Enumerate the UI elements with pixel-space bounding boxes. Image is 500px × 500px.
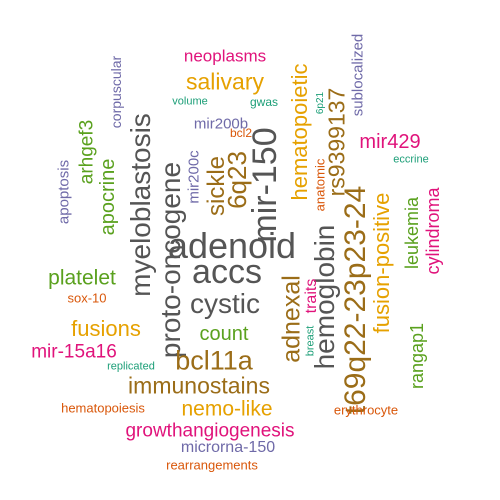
word-fusion-positive: fusion-positive	[369, 192, 394, 334]
word-apoptosis: apoptosis	[55, 159, 73, 225]
word-volume: volume	[172, 95, 208, 108]
word-platelet: platelet	[48, 266, 116, 290]
word-eccrine: eccrine	[393, 153, 429, 166]
word-proto-oncogene: proto-oncogene	[155, 161, 186, 359]
word-sublocalized: sublocalized	[349, 33, 367, 117]
word-cystic: cystic	[190, 288, 260, 319]
word-sox-10: sox-10	[67, 290, 107, 306]
word-hematopoietic: hematopoietic	[287, 63, 312, 201]
word-mir429: mir429	[359, 131, 421, 153]
word-cylindroma: cylindroma	[423, 187, 443, 275]
word-fusions: fusions	[71, 316, 141, 341]
word-6p21: 6p21	[315, 91, 326, 115]
word-corpuscular: corpuscular	[108, 55, 124, 129]
word-count: count	[199, 323, 249, 345]
word-accs: accs	[192, 253, 262, 291]
word-adenoid: adenoid	[167, 225, 297, 266]
word-arhgef3: arhgef3	[76, 119, 98, 185]
word-t69q22-23p23-24: t69q22-23p23-24	[339, 185, 372, 415]
word-neoplasms: neoplasms	[183, 46, 267, 66]
word-mir200b: mir200b	[193, 115, 249, 133]
word-sickle: sickle	[203, 155, 230, 217]
word-adnexal: adnexal	[277, 275, 306, 363]
word-immunostains: immunostains	[128, 372, 270, 399]
word-salivary: salivary	[186, 68, 264, 95]
word-mir-15a16: mir-15a16	[31, 341, 117, 363]
word-anatomic: anatomic	[312, 158, 328, 212]
word-nemo-like: nemo-like	[181, 397, 273, 421]
word-leukemia: leukemia	[402, 196, 422, 270]
word-rearrangements: rearrangements	[166, 457, 258, 473]
word-rangap1: rangap1	[407, 322, 427, 390]
word-breast: breast	[304, 325, 317, 357]
word-myeloblastosis: myeloblastosis	[125, 113, 156, 297]
word-mir200c: mir200c	[185, 150, 203, 204]
word-gwas: gwas	[249, 95, 279, 109]
word-traits: traits	[303, 278, 320, 314]
word-apocrine: apocrine	[97, 158, 119, 236]
word-bcl2: bcl2	[229, 126, 253, 140]
word-erythrocyte: erythrocyte	[333, 402, 399, 418]
word-growthangiogenesis: growthangiogenesis	[125, 420, 295, 442]
word-hematopoiesis: hematopoiesis	[61, 400, 145, 416]
word-microrna-150: microrna-150	[180, 439, 276, 456]
word-mir-150: mir-150	[246, 127, 284, 243]
word-replicated: replicated	[107, 360, 155, 373]
word-rs9399137: rs9399137	[323, 87, 350, 197]
word-bcl11a: bcl11a	[175, 345, 253, 376]
